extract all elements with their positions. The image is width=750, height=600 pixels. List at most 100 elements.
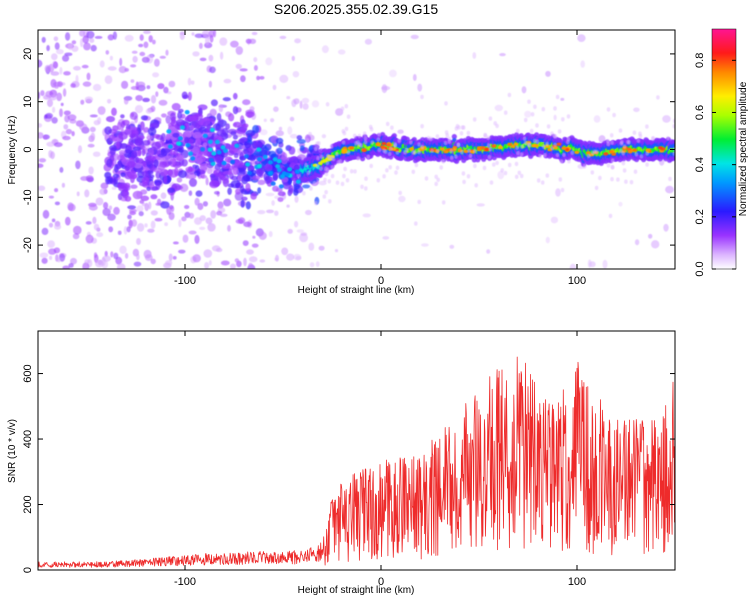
- spectrogram-cell: [459, 131, 464, 136]
- spectrogram-cell: [176, 141, 182, 146]
- spectrogram-cell: [52, 106, 56, 113]
- spectrogram-cell: [106, 176, 113, 185]
- spectrogram-cell: [209, 66, 216, 74]
- spectrogram-cell: [486, 249, 491, 254]
- spectrogram-cell: [296, 229, 304, 233]
- spectrogram-cell: [550, 216, 559, 224]
- spectrogram-cell: [257, 210, 266, 215]
- spectrogram-cell: [59, 67, 63, 75]
- spectrogram-cell: [179, 183, 189, 192]
- spectrogram-cell: [522, 136, 527, 141]
- spectrogram-cell: [209, 108, 217, 117]
- spectrogram-cell: [155, 91, 159, 97]
- spectrogram-cell: [517, 170, 522, 175]
- spectrogram-cell: [435, 148, 440, 154]
- spectrogram-cell: [606, 107, 611, 112]
- spectrogram-cell: [524, 110, 532, 118]
- spectrogram-cell: [621, 161, 626, 166]
- spectrogram-cell: [219, 37, 228, 46]
- spectrogram-cell: [51, 218, 56, 223]
- spectrogram-cell: [546, 124, 551, 129]
- spectrogram-cell: [207, 223, 216, 232]
- spectrogram-cell: [417, 199, 422, 205]
- spectrogram-cell: [439, 165, 444, 170]
- spectrogram-cell: [143, 126, 150, 133]
- spectrogram-cell: [273, 172, 278, 181]
- spectrogram-cell: [188, 166, 193, 173]
- spectrogram-cell: [323, 177, 327, 183]
- spectrogram-cell: [357, 133, 362, 139]
- spectrogram-cell: [444, 101, 448, 106]
- spectrogram-cell: [566, 114, 571, 119]
- spectrogram-cell: [293, 188, 299, 196]
- spectrogram-cell: [60, 102, 64, 107]
- spectrogram-cell: [666, 136, 670, 141]
- spectrogram-cell: [194, 234, 200, 244]
- spectrogram-cell: [553, 134, 558, 139]
- spectrogram-cell: [276, 147, 283, 155]
- spectrogram-cell: [361, 148, 367, 152]
- spectrogram-cell: [119, 245, 127, 254]
- spectrogram-cell: [112, 173, 120, 179]
- spectrogram-cell: [409, 147, 414, 151]
- spectrogram-cell: [259, 129, 268, 136]
- spectrogram-cell: [328, 199, 332, 204]
- spectrogram-y-tick-label: 0: [22, 146, 34, 152]
- spectrogram-cell: [606, 163, 611, 168]
- spectrogram-cell: [624, 179, 628, 184]
- spectrogram-cell: [62, 265, 70, 269]
- spectrogram-cell: [610, 177, 614, 182]
- spectrogram-cell: [146, 135, 154, 141]
- spectrogram-cell: [443, 150, 449, 154]
- spectrogram-cell: [163, 86, 169, 94]
- spectrogram-cell: [253, 142, 263, 148]
- spectrogram-cell: [376, 178, 381, 183]
- spectrogram-cell: [277, 191, 286, 197]
- spectrogram-cell: [234, 159, 241, 166]
- spectrogram-cell: [194, 197, 200, 206]
- spectrogram-cell: [38, 91, 41, 99]
- spectrogram-cell: [86, 30, 95, 39]
- spectrogram-cell: [553, 114, 557, 121]
- spectrogram-cell: [213, 30, 217, 38]
- spectrogram-cell: [142, 97, 151, 103]
- spectrogram-cell: [340, 181, 345, 187]
- spectrogram-cell: [287, 126, 293, 135]
- spectrogram-cell: [238, 217, 246, 224]
- spectrogram-cell: [560, 187, 565, 193]
- spectrogram-cell: [221, 160, 227, 166]
- spectrogram-cell: [309, 262, 315, 268]
- spectrogram-cell: [329, 144, 334, 149]
- spectrogram-cell: [187, 77, 192, 86]
- spectrogram-cell: [377, 147, 382, 153]
- spectrogram-cell: [135, 95, 143, 102]
- spectrogram-cell: [62, 135, 71, 141]
- spectrogram-y-axis-label: Frequency (Hz): [7, 116, 18, 185]
- spectrogram-cell: [395, 165, 400, 170]
- spectrogram-cell: [94, 35, 103, 39]
- colorbar-gradient: [711, 28, 737, 270]
- spectrogram-cell: [354, 141, 358, 146]
- spectrogram-cell: [488, 147, 493, 152]
- spectrogram-cell: [577, 34, 586, 42]
- spectrogram-cell: [93, 223, 100, 231]
- spectrogram-cell: [145, 108, 152, 114]
- spectrogram-cell: [199, 57, 207, 62]
- spectrogram-cell: [107, 140, 112, 146]
- spectrogram-cell: [142, 170, 149, 178]
- spectrogram-cell: [109, 147, 116, 156]
- spectrogram-cell: [216, 113, 222, 121]
- spectrogram-cell: [192, 131, 203, 139]
- snr-x-tick-label: -100: [174, 576, 196, 588]
- spectrogram-cell: [251, 31, 258, 36]
- spectrogram-cell: [130, 150, 138, 159]
- spectrogram-cell: [314, 201, 318, 206]
- spectrogram-cell: [315, 163, 320, 168]
- spectrogram-cell: [441, 200, 446, 205]
- spectrogram-cell: [211, 245, 221, 252]
- spectrogram-cell: [181, 216, 187, 222]
- spectrogram-cell: [265, 192, 275, 197]
- spectrogram-cell: [115, 164, 122, 169]
- spectrogram-cell: [49, 255, 53, 260]
- spectrogram-cell: [252, 235, 256, 239]
